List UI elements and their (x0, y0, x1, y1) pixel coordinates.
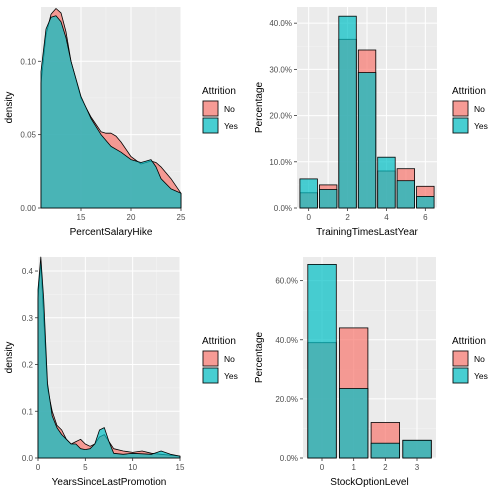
y-tick-label: 0.1 (22, 407, 34, 416)
legend: Attrition No Yes (202, 86, 238, 134)
y-tick-label: 0.0 (22, 454, 34, 463)
legend-label-no: No (224, 354, 235, 364)
bar-yes-2 (338, 15, 357, 209)
legend-title: Attrition (452, 336, 486, 347)
x-tick-label: 1 (351, 463, 356, 472)
y-tick-label: 0.3 (22, 314, 34, 323)
bar-yes-1 (318, 189, 338, 209)
x-tick-label: 15 (176, 463, 185, 472)
legend: Attrition No Yes (202, 336, 238, 384)
x-tick-label: 0 (320, 463, 325, 472)
bar-yes-2 (370, 442, 401, 459)
y-axis-title: density (4, 342, 15, 374)
bar-yes-0 (299, 178, 318, 209)
bar-yes-4 (377, 156, 396, 209)
x-tick-label: 2 (383, 463, 388, 472)
chart-3: 0.0 0.1 0.2 0.3 0.4 0 5 10 15 YearsSinceLastPromo… (4, 256, 238, 488)
x-tick-label: 2 (345, 213, 350, 222)
y-tick-label: 0.0% (280, 454, 298, 463)
y-tick-label: 40.0% (275, 336, 298, 345)
x-tick-label: 0 (36, 463, 41, 472)
y-tick-label: 0.10 (20, 57, 36, 66)
x-tick-label: 4 (384, 213, 389, 222)
legend-swatch-yes (452, 117, 469, 134)
bar-yes-3 (357, 72, 377, 209)
legend-swatch-yes (202, 117, 219, 134)
legend-label-yes: Yes (474, 121, 488, 131)
x-axis-title: YearsSinceLastPromotion (52, 477, 167, 488)
bar-yes-5 (396, 180, 416, 209)
y-tick-label: 10.0% (269, 158, 292, 167)
legend-swatch-no (452, 100, 469, 117)
x-tick-label: 6 (423, 213, 428, 222)
x-axis-title: PercentSalaryHike (70, 227, 153, 238)
legend-swatch-no (202, 100, 219, 117)
legend: Attrition No Yes (452, 336, 488, 384)
legend-swatch-no (202, 350, 219, 367)
legend-label-yes: Yes (224, 371, 238, 381)
y-tick-label: 0.4 (22, 267, 34, 276)
x-tick-label: 25 (177, 213, 186, 222)
bar-yes-0 (307, 263, 337, 459)
legend-swatch-yes (202, 367, 219, 384)
x-tick-label: 10 (128, 463, 137, 472)
y-tick-label: 0.05 (20, 131, 36, 140)
x-tick-label: 5 (83, 463, 88, 472)
x-tick-label: 0 (306, 213, 311, 222)
chart-2: 0.0% 10.0% 20.0% 30.0% 40.0% 0 2 4 6 TrainingTime… (254, 7, 488, 238)
chart-1: 0.00 0.05 0.10 15 20 25 PercentSalaryHike densi… (4, 7, 238, 238)
x-tick-label: 15 (77, 213, 86, 222)
y-tick-label: 60.0% (275, 277, 298, 286)
x-tick-label: 20 (127, 213, 136, 222)
bar-yes-6 (416, 195, 435, 209)
y-axis-title: Percentage (254, 81, 265, 133)
y-axis-title: Percentage (254, 331, 265, 383)
y-tick-label: 30.0% (269, 65, 292, 74)
y-tick-label: 20.0% (275, 395, 298, 404)
y-tick-label: 40.0% (269, 19, 292, 28)
legend-label-yes: Yes (224, 121, 238, 131)
density-area-yes (37, 256, 181, 459)
y-tick-label: 0.2 (22, 361, 34, 370)
legend-title: Attrition (452, 86, 486, 97)
legend-label-no: No (474, 104, 485, 114)
legend: Attrition No Yes (452, 86, 488, 134)
x-axis-title: TrainingTimesLastYear (316, 227, 418, 238)
legend-swatch-no (452, 350, 469, 367)
x-tick-label: 3 (415, 463, 420, 472)
legend-label-yes: Yes (474, 371, 488, 381)
legend-swatch-yes (452, 367, 469, 384)
y-tick-label: 0.00 (20, 204, 36, 213)
bar-yes-1 (338, 388, 369, 459)
y-axis-title: density (4, 92, 15, 124)
x-axis-title: StockOptionLevel (330, 477, 408, 488)
y-tick-label: 0.0% (274, 204, 292, 213)
legend-title: Attrition (202, 336, 236, 347)
chart-4: 0.0% 20.0% 40.0% 60.0% 0 1 2 3 StockOptionLevel P… (254, 257, 488, 488)
legend-label-no: No (474, 354, 485, 364)
bar-yes-3 (402, 439, 432, 459)
legend-label-no: No (224, 104, 235, 114)
legend-title: Attrition (202, 86, 236, 97)
density-area-yes (40, 15, 182, 209)
y-tick-label: 20.0% (269, 112, 292, 121)
